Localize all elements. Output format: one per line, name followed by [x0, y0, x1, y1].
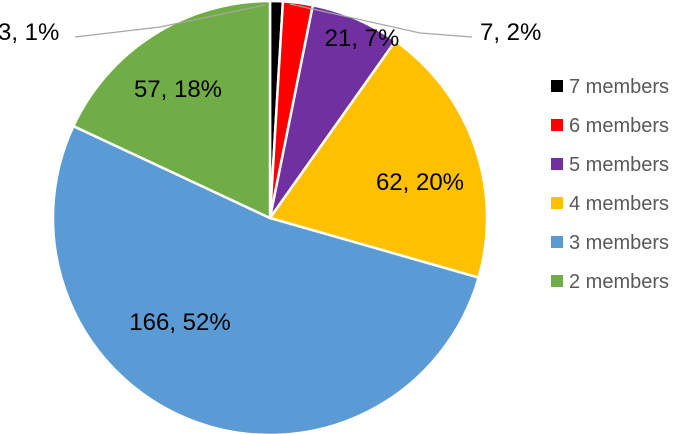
data-label-5-members: 21, 7%: [325, 25, 400, 52]
legend-label-6-members: 6 members: [569, 115, 669, 137]
legend-label-5-members: 5 members: [569, 154, 669, 176]
legend-swatch-5-members: [551, 158, 563, 170]
leader-line-7-members: [74, 4, 266, 38]
legend-swatch-2-members: [551, 275, 563, 287]
pie-slices: [51, 0, 489, 434]
legend-swatch-6-members: [551, 119, 563, 131]
leader-lines: [74, 3, 473, 38]
legend-label-3-members: 3 members: [569, 232, 669, 254]
legend: 7 members 6 members 5 members 4 members 3 me…: [551, 76, 669, 293]
pie-slice-3-members: [51, 124, 480, 434]
data-labels: 3, 1% 7, 2% 21, 7% 62, 20% 166, 52% 57, …: [0, 19, 541, 336]
data-label-7-members: 3, 1%: [0, 19, 59, 46]
data-label-2-members: 57, 18%: [134, 76, 222, 103]
legend-label-2-members: 2 members: [569, 271, 669, 293]
legend-swatch-3-members: [551, 236, 563, 248]
legend-swatch-7-members: [551, 80, 563, 92]
leader-line-6-members: [289, 3, 473, 38]
data-label-3-members: 166, 52%: [129, 309, 230, 336]
pie-slice-2-members: [72, 0, 272, 220]
data-label-4-members: 62, 20%: [376, 169, 464, 196]
pie-slice-4-members: [268, 39, 489, 279]
legend-label-4-members: 4 members: [569, 193, 669, 215]
legend-swatch-4-members: [551, 197, 563, 209]
data-label-6-members: 7, 2%: [480, 19, 541, 46]
legend-label-7-members: 7 members: [569, 76, 669, 98]
